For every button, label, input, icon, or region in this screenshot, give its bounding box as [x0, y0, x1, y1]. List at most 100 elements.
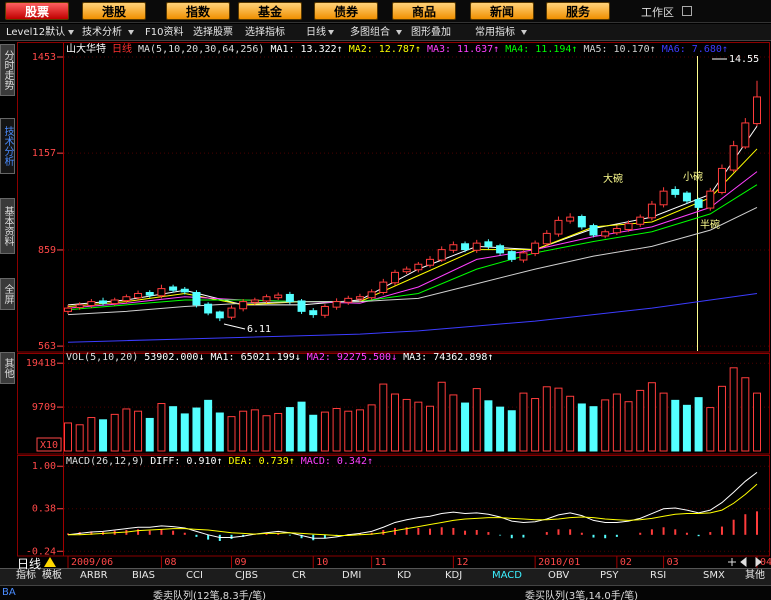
menu-button[interactable]: 基金: [238, 2, 302, 20]
menu-button[interactable]: 债券: [314, 2, 378, 20]
volume-bar: [531, 398, 540, 452]
volume-bar: [753, 392, 761, 452]
volume-bar: [496, 406, 505, 452]
ma-line: [67, 171, 758, 309]
indicator-tab[interactable]: CR: [292, 570, 306, 581]
volume-bar: [437, 381, 446, 452]
toolbar-item[interactable]: 选择股票: [193, 27, 233, 38]
indicator-tab[interactable]: BIAS: [132, 570, 155, 581]
volume-bar: [274, 412, 283, 452]
candle-body: [87, 301, 96, 306]
toolbar: [0, 24, 771, 41]
toolbar-item[interactable]: Level12默认: [6, 27, 66, 38]
toolbar-item[interactable]: 多图组合: [350, 27, 390, 38]
candle-body: [449, 244, 458, 251]
y-tick-label: 0.38: [32, 504, 56, 515]
side-tab[interactable]: 基本资料: [0, 198, 15, 254]
candle-body: [741, 122, 750, 148]
toolbar-item[interactable]: 技术分析: [82, 27, 122, 38]
toolbar-item[interactable]: 选择指标: [245, 27, 285, 38]
toolbar-item[interactable]: 图形叠加: [411, 27, 451, 38]
volume-bar: [215, 412, 224, 452]
candle-body: [99, 300, 108, 304]
volume-bar: [99, 419, 108, 452]
panel-readout: MA4: 11.194↑: [505, 44, 577, 55]
panel-readout: MA2: 92275.500↓: [307, 352, 397, 363]
side-tab[interactable]: 分时走势: [0, 44, 15, 96]
menu-button[interactable]: 指数: [166, 2, 230, 20]
volume-bar: [192, 407, 201, 452]
toolbar-item[interactable]: F10资料: [145, 27, 184, 38]
volume-bar: [636, 389, 645, 452]
candle-body: [297, 300, 306, 312]
candle-body: [204, 303, 213, 314]
indicator-tab[interactable]: MACD: [492, 570, 522, 581]
volume-bar: [624, 401, 633, 452]
period-label[interactable]: 日线: [17, 557, 42, 571]
indicator-tab[interactable]: CCI: [186, 570, 203, 581]
candle-body: [157, 288, 166, 297]
volume-bar: [659, 392, 668, 452]
candle-body: [612, 228, 621, 234]
panel-frame: [17, 42, 770, 353]
candle-body: [215, 311, 224, 319]
side-tab[interactable]: 技术分析: [0, 118, 15, 174]
indicator-tab[interactable]: 指标: [16, 570, 36, 581]
candle-body: [694, 199, 703, 208]
candle-body: [309, 310, 318, 316]
volume-bar: [285, 407, 294, 452]
ma-line: [67, 125, 758, 306]
side-tab[interactable]: 全屏: [0, 278, 15, 310]
menu-button[interactable]: 港股: [82, 2, 146, 20]
indicator-tab[interactable]: KD: [397, 570, 412, 581]
workspace-icon[interactable]: [682, 6, 692, 16]
indicator-tab[interactable]: 模板: [42, 570, 62, 581]
volume-bar: [426, 405, 435, 452]
candle-body: [274, 294, 283, 299]
indicator-tab[interactable]: DMI: [342, 570, 362, 581]
y-tick-label: 563: [38, 341, 56, 352]
candle-body: [496, 245, 505, 254]
indicator-tab[interactable]: OBV: [548, 570, 570, 581]
volume-bar: [134, 410, 143, 452]
volume-bar: [717, 385, 726, 452]
candle-body: [239, 301, 248, 310]
volume-bar: [379, 383, 388, 452]
candle-body: [390, 271, 399, 284]
volume-bar: [390, 393, 399, 452]
toolbar-item[interactable]: 日线: [306, 27, 326, 38]
candle-body: [367, 291, 376, 299]
menu-button[interactable]: 服务: [546, 2, 610, 20]
menu-button[interactable]: 新闻: [470, 2, 534, 20]
volume-bar: [706, 407, 715, 452]
candle-body: [192, 292, 201, 306]
indicator-tab[interactable]: CJBS: [235, 570, 258, 581]
candle-body: [145, 292, 154, 296]
volume-bar: [169, 406, 178, 452]
sell-queue: 委卖队列(12笔,8.3手/笔): [153, 591, 266, 600]
toolbar-item[interactable]: 常用指标: [475, 27, 515, 38]
indicator-tab[interactable]: PSY: [600, 570, 619, 581]
volume-bar: [612, 393, 621, 452]
volume-bar: [239, 410, 248, 452]
menu-button[interactable]: 股票: [5, 2, 69, 20]
indicator-tab[interactable]: KDJ: [445, 570, 463, 581]
indicator-tab[interactable]: 其他: [745, 570, 765, 581]
indicator-tab[interactable]: RSI: [650, 570, 667, 581]
volume-bar: [227, 416, 236, 452]
indicator-tab[interactable]: SMX: [703, 570, 725, 581]
workspace-label[interactable]: 工作区: [641, 6, 674, 19]
menu-button[interactable]: 商品: [392, 2, 456, 20]
indicator-tab[interactable]: ARBR: [80, 570, 108, 581]
candle-body: [320, 305, 329, 316]
candle-body: [682, 192, 691, 202]
macd-line: [68, 483, 758, 536]
volume-bar: [355, 409, 364, 452]
side-tab[interactable]: 其他: [0, 352, 15, 384]
panel-readout: MA6: 7.680↑: [662, 44, 728, 55]
volume-bar: [204, 399, 213, 452]
annotation: 小碗: [683, 170, 703, 183]
volume-bar: [297, 401, 306, 452]
